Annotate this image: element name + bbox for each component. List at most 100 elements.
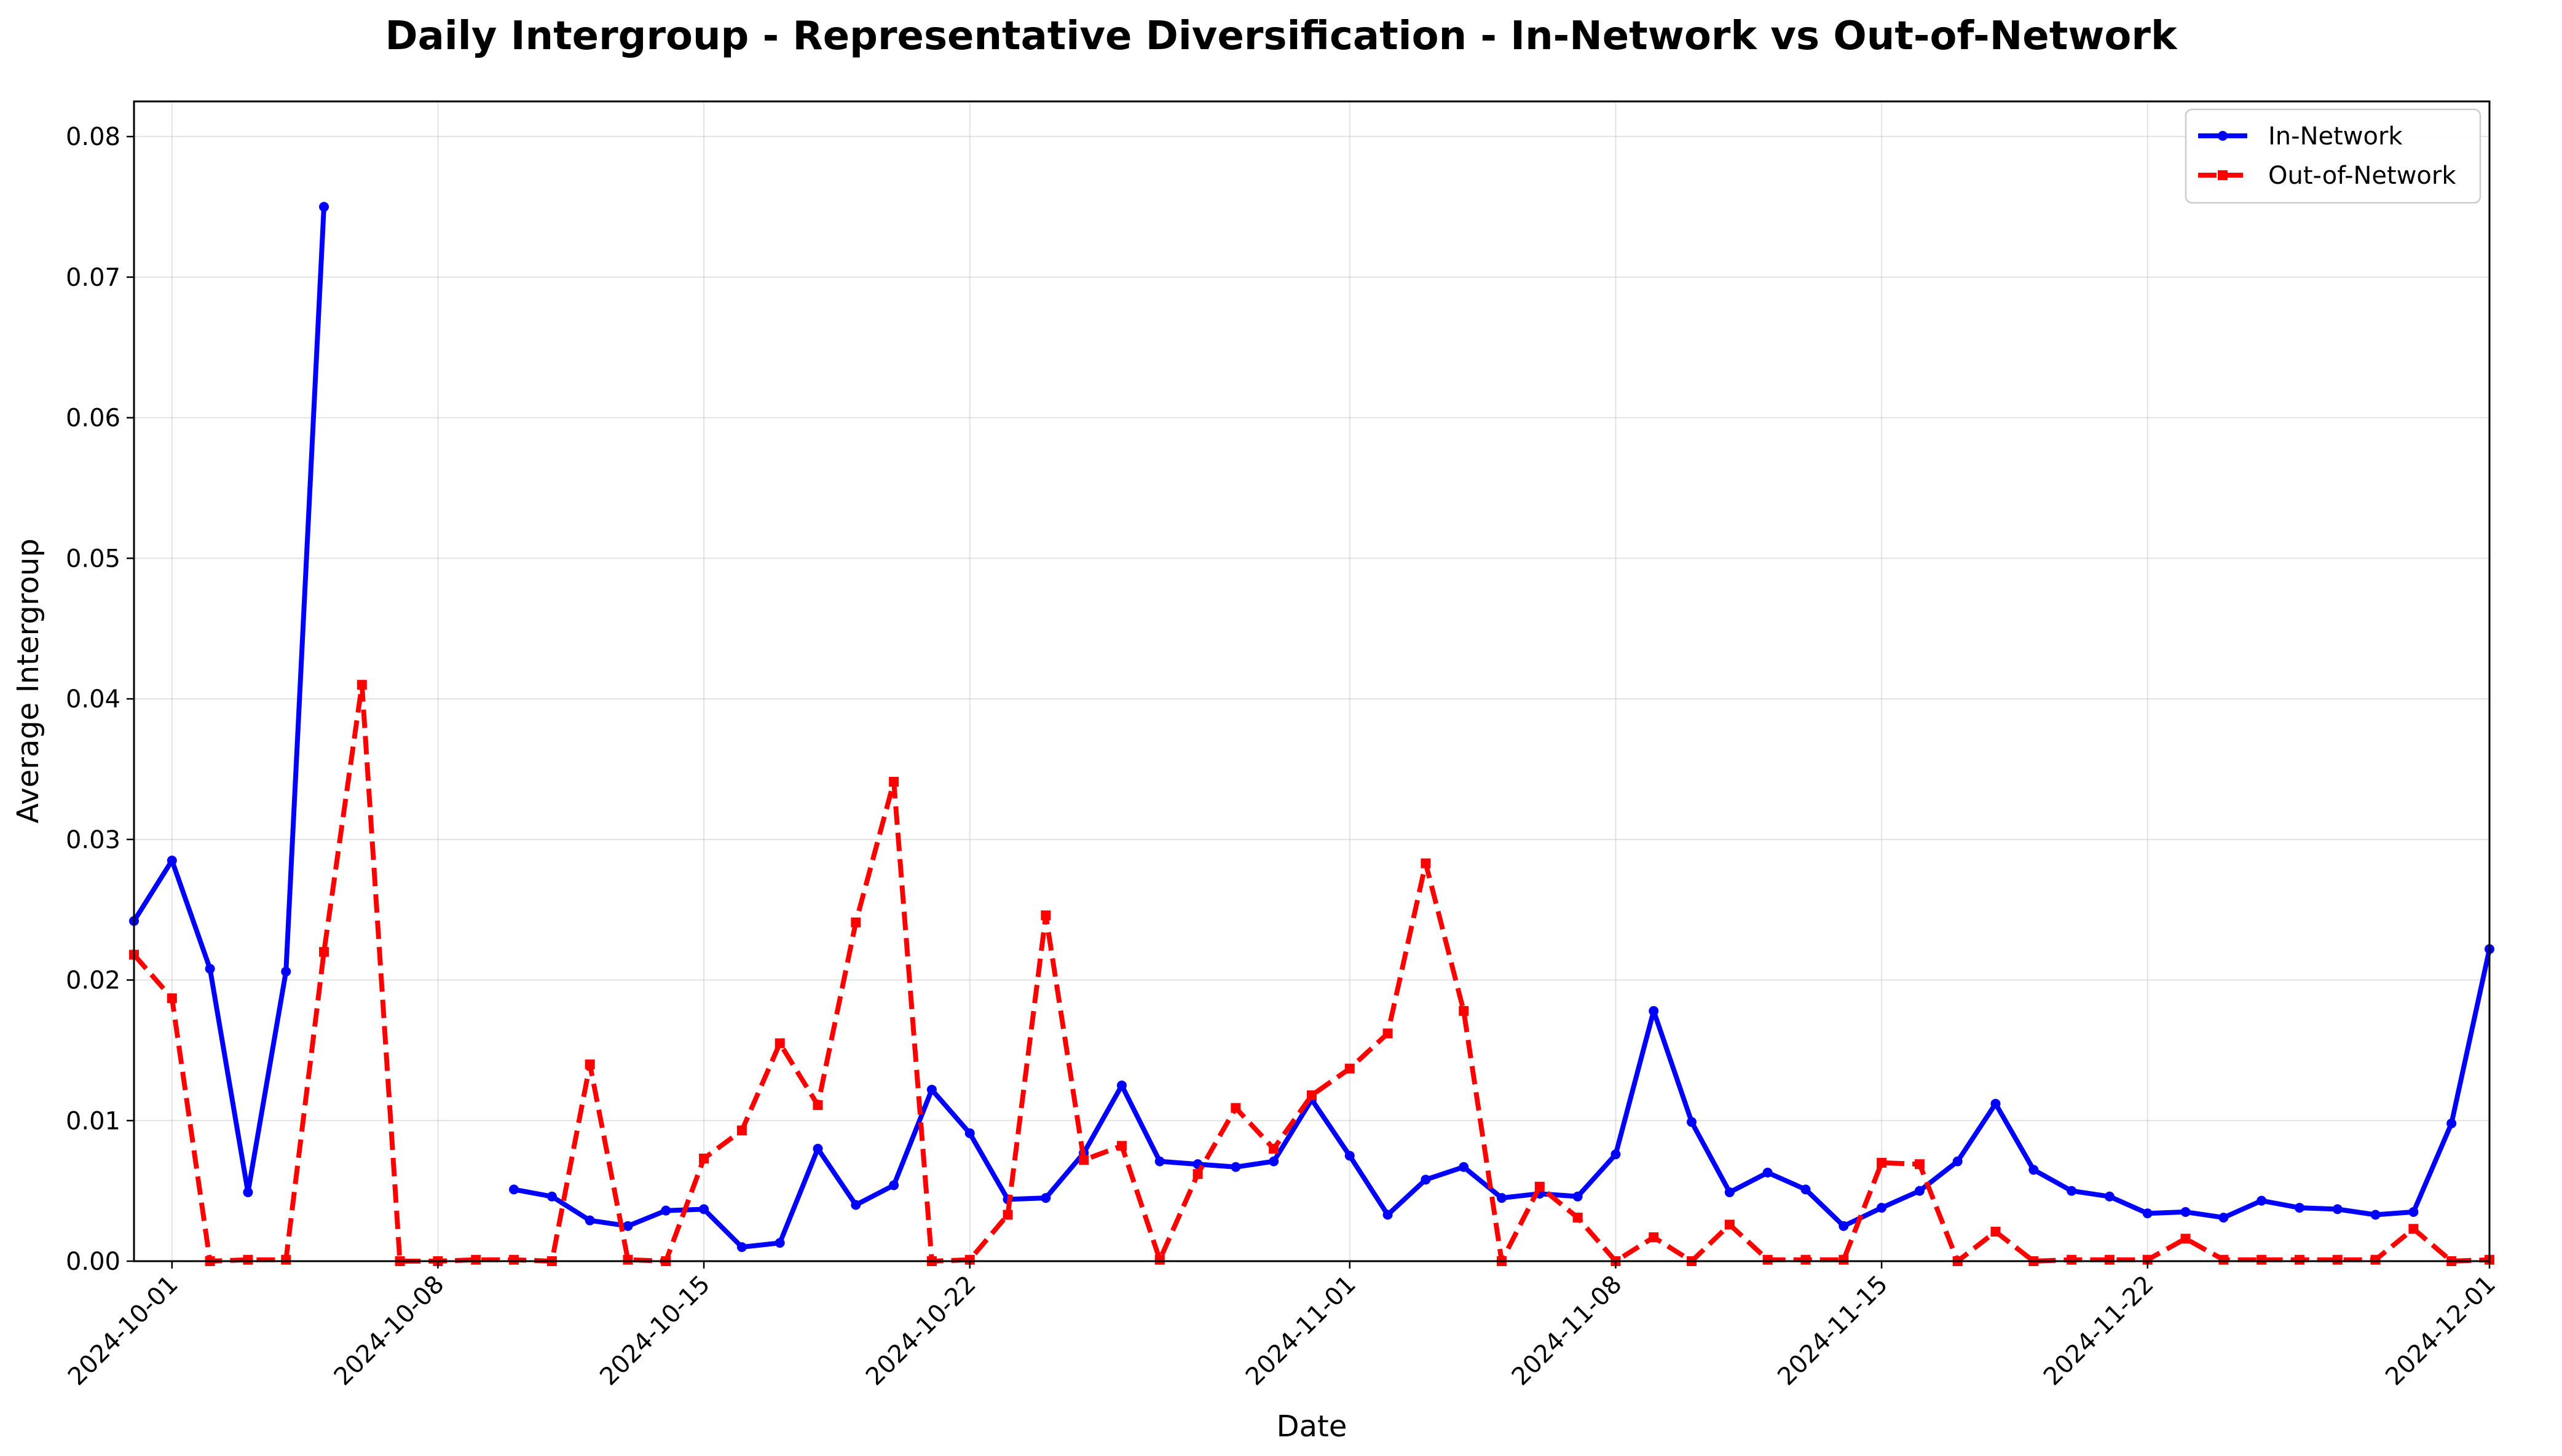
data-point-out-of-network: [2257, 1254, 2267, 1265]
data-point-in-network: [1724, 1187, 1735, 1197]
data-point-in-network: [2408, 1206, 2419, 1217]
y-tick-label: 0.06: [66, 404, 120, 433]
y-tick-label: 0.04: [66, 685, 120, 714]
x-axis-label: Date: [1277, 1409, 1347, 1444]
data-point-in-network: [1952, 1156, 1963, 1167]
legend: In-Network Out-of-Network: [2185, 108, 2481, 204]
data-point-in-network: [2332, 1204, 2343, 1214]
series-in-network: [129, 202, 2494, 1253]
data-point-out-of-network: [281, 1254, 291, 1265]
data-point-in-network: [585, 1215, 595, 1226]
data-point-in-network: [509, 1184, 519, 1195]
data-point-out-of-network: [1269, 1144, 1279, 1154]
data-point-in-network: [1116, 1080, 1127, 1091]
data-point-in-network: [2028, 1165, 2039, 1175]
data-point-out-of-network: [1382, 1028, 1393, 1039]
data-point-out-of-network: [2370, 1254, 2381, 1265]
data-point-in-network: [2067, 1186, 2077, 1196]
data-point-in-network: [1344, 1151, 1355, 1161]
legend-marker-out-of-network: [2218, 170, 2228, 180]
data-point-out-of-network: [1990, 1226, 2001, 1237]
data-point-in-network: [2180, 1206, 2191, 1217]
data-point-out-of-network: [2294, 1254, 2304, 1265]
legend-marker-in-network: [2218, 131, 2228, 141]
data-point-in-network: [1839, 1221, 1849, 1231]
data-point-out-of-network: [964, 1254, 975, 1265]
legend-box: [2185, 108, 2481, 204]
data-point-out-of-network: [1116, 1141, 1127, 1151]
data-point-out-of-network: [1572, 1213, 1583, 1223]
data-point-out-of-network: [167, 993, 177, 1004]
data-point-in-network: [1269, 1156, 1279, 1167]
data-point-in-network: [623, 1221, 633, 1231]
data-point-out-of-network: [2408, 1224, 2419, 1234]
data-point-out-of-network: [357, 680, 367, 690]
data-point-out-of-network: [585, 1059, 595, 1069]
data-point-out-of-network: [1649, 1232, 1659, 1243]
data-point-in-network: [1497, 1193, 1507, 1203]
data-point-out-of-network: [2180, 1234, 2191, 1244]
data-point-in-network: [2257, 1195, 2267, 1206]
data-point-out-of-network: [2332, 1254, 2343, 1265]
data-point-out-of-network: [736, 1125, 747, 1136]
data-point-in-network: [1041, 1193, 1051, 1203]
legend-label-in-network: In-Network: [2268, 122, 2403, 151]
data-point-out-of-network: [813, 1100, 823, 1111]
data-point-in-network: [243, 1187, 253, 1197]
data-point-in-network: [2104, 1191, 2115, 1202]
data-point-out-of-network: [1459, 1005, 1469, 1016]
data-point-in-network: [1459, 1162, 1469, 1172]
legend-label-out-of-network: Out-of-Network: [2268, 162, 2456, 190]
data-point-out-of-network: [1762, 1254, 1773, 1265]
data-point-out-of-network: [319, 946, 329, 957]
data-point-in-network: [1800, 1184, 1811, 1195]
data-point-out-of-network: [509, 1254, 519, 1265]
data-point-out-of-network: [889, 777, 899, 787]
data-point-out-of-network: [1307, 1090, 1317, 1101]
data-point-in-network: [1990, 1098, 2001, 1109]
data-point-in-network: [2294, 1203, 2304, 1213]
data-point-in-network: [205, 964, 215, 974]
y-tick-label: 0.03: [66, 826, 120, 854]
data-point-in-network: [546, 1191, 557, 1202]
series-line-in-network: [132, 207, 326, 1195]
data-point-in-network: [2446, 1118, 2457, 1128]
data-point-in-network: [2218, 1213, 2229, 1223]
data-point-in-network: [2370, 1210, 2381, 1220]
data-point-out-of-network: [1421, 858, 1431, 868]
data-point-out-of-network: [1231, 1103, 1241, 1113]
chart-title: Daily Intergroup - Representative Divers…: [385, 14, 2178, 59]
data-point-in-network: [851, 1200, 861, 1210]
data-point-out-of-network: [2104, 1254, 2115, 1265]
data-point-in-network: [1382, 1210, 1393, 1220]
data-point-in-network: [1572, 1191, 1583, 1202]
data-point-out-of-network: [1800, 1254, 1811, 1265]
data-point-out-of-network: [1914, 1159, 1925, 1170]
data-point-in-network: [661, 1205, 671, 1216]
data-point-in-network: [1877, 1203, 1887, 1213]
data-point-out-of-network: [1724, 1219, 1735, 1230]
data-point-out-of-network: [1154, 1254, 1165, 1265]
data-point-in-network: [813, 1144, 823, 1154]
data-point-in-network: [1231, 1162, 1241, 1172]
data-point-out-of-network: [1192, 1169, 1203, 1179]
data-point-out-of-network: [1344, 1063, 1355, 1074]
plot-frame: [133, 100, 2491, 1262]
series-layer: [129, 202, 2494, 1266]
data-point-out-of-network: [1003, 1210, 1013, 1220]
data-point-out-of-network: [851, 917, 861, 927]
data-point-in-network: [1421, 1175, 1431, 1185]
y-tick-label: 0.05: [66, 545, 120, 573]
data-point-out-of-network: [1877, 1157, 1887, 1168]
data-point-out-of-network: [699, 1154, 709, 1164]
data-point-in-network: [281, 966, 291, 977]
data-point-in-network: [2142, 1208, 2153, 1219]
data-point-in-network: [964, 1128, 975, 1138]
data-point-in-network: [1914, 1186, 1925, 1196]
y-axis-label: Average Intergroup: [11, 538, 45, 824]
y-tick-label: 0.02: [66, 967, 120, 995]
data-point-out-of-network: [471, 1254, 481, 1265]
data-point-out-of-network: [775, 1038, 785, 1049]
data-point-out-of-network: [1079, 1155, 1089, 1165]
